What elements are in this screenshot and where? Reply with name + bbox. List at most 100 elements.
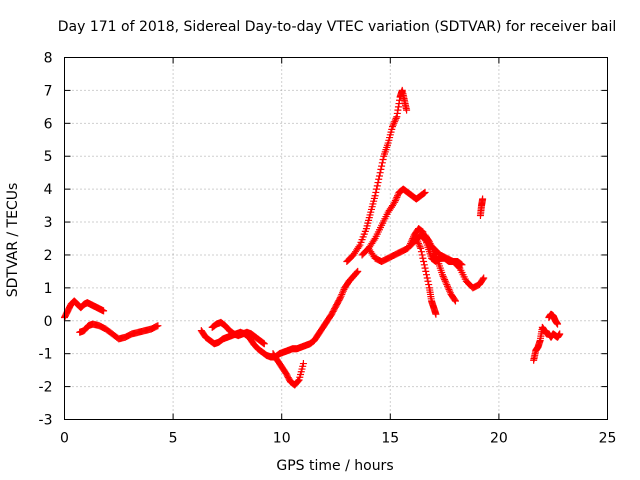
y-tick-label: 4 xyxy=(44,182,53,198)
data-point xyxy=(420,261,428,269)
axis-ticks xyxy=(64,57,608,420)
data-point xyxy=(432,253,440,261)
series-arc-13 xyxy=(530,323,564,364)
data-point xyxy=(445,286,453,294)
data-point xyxy=(376,169,384,177)
data-point xyxy=(391,116,399,124)
data-point xyxy=(480,274,488,282)
data-point xyxy=(428,244,436,252)
data-point xyxy=(425,281,433,289)
x-tick-label: 25 xyxy=(599,431,617,447)
data-point xyxy=(294,378,302,386)
data-point xyxy=(425,238,433,246)
data-point xyxy=(391,198,399,206)
data-point xyxy=(339,287,347,295)
data-point xyxy=(416,243,424,251)
data-point xyxy=(260,340,268,348)
data-point xyxy=(423,271,430,279)
series-arc-14 xyxy=(545,310,562,328)
data-point xyxy=(337,292,345,300)
data-point xyxy=(451,296,459,304)
data-point xyxy=(407,239,415,247)
grid xyxy=(64,57,608,420)
data-point xyxy=(370,236,378,244)
data-point xyxy=(433,254,441,262)
data-point xyxy=(389,121,397,129)
series-arc-6 xyxy=(343,86,411,266)
data-point xyxy=(294,377,302,385)
y-tick-label: 3 xyxy=(44,215,53,231)
data-point xyxy=(336,294,344,302)
data-point xyxy=(100,307,108,315)
y-tick-label: 7 xyxy=(44,83,53,99)
y-tick-label: 1 xyxy=(44,281,53,297)
data-point xyxy=(392,195,400,203)
series-arc-4 xyxy=(208,318,268,348)
data-point xyxy=(388,123,396,131)
data-point xyxy=(407,238,415,246)
data-point xyxy=(377,165,385,173)
series-arc-10 xyxy=(412,235,440,318)
data-point xyxy=(390,119,398,127)
x-tick-label: 10 xyxy=(273,431,291,447)
data-point xyxy=(299,360,307,368)
data-point xyxy=(406,241,414,249)
data-point xyxy=(433,256,441,264)
chart-title: Day 171 of 2018, Sidereal Day-to-day VTE… xyxy=(58,19,616,35)
data-point xyxy=(374,179,382,187)
data-point xyxy=(379,156,387,164)
x-tick-label: 0 xyxy=(60,431,69,447)
data-point xyxy=(424,277,432,285)
data-point xyxy=(417,248,425,256)
data-point xyxy=(428,243,436,251)
series-arc-5 xyxy=(269,350,307,389)
data-point xyxy=(154,322,162,330)
y-tick-label: -2 xyxy=(39,380,53,396)
data-point xyxy=(430,249,438,257)
data-point xyxy=(336,295,344,303)
x-tick-label: 5 xyxy=(169,431,178,447)
x-tick-label: 15 xyxy=(381,431,399,447)
data-points xyxy=(61,86,564,389)
data-point xyxy=(441,276,449,284)
data-point xyxy=(441,277,449,285)
data-point xyxy=(440,274,448,282)
data-point xyxy=(353,268,361,276)
data-point xyxy=(373,182,381,190)
x-axis-label: GPS time / hours xyxy=(276,458,393,474)
data-point xyxy=(479,275,487,283)
data-point xyxy=(432,310,440,318)
data-point xyxy=(415,239,423,247)
data-point xyxy=(418,251,426,259)
plot-frame xyxy=(64,57,608,420)
data-point xyxy=(446,287,454,295)
data-point xyxy=(339,289,347,297)
data-point xyxy=(444,284,452,292)
data-point xyxy=(415,241,423,249)
data-point xyxy=(378,162,386,170)
data-point xyxy=(554,320,562,328)
x-tick-label: 20 xyxy=(490,431,508,447)
y-tick-label: -1 xyxy=(39,347,53,363)
data-point xyxy=(421,188,429,196)
data-point xyxy=(417,244,425,252)
data-point xyxy=(371,192,379,200)
series-arc-7 xyxy=(358,185,429,259)
data-point xyxy=(375,175,383,183)
data-point xyxy=(413,236,421,244)
data-point xyxy=(391,197,399,205)
data-point xyxy=(419,254,427,262)
data-point xyxy=(423,274,431,282)
data-point xyxy=(431,251,439,259)
data-point xyxy=(439,272,447,280)
data-point xyxy=(442,279,450,287)
y-tick-labels: -3 -2 -1 0 1 2 3 4 5 6 7 8 xyxy=(39,51,53,429)
data-point xyxy=(338,290,346,298)
data-point xyxy=(412,235,420,242)
data-point xyxy=(556,330,564,338)
series-arc-11 xyxy=(421,231,459,305)
y-axis-label: SDTVAR / TECUs xyxy=(5,183,21,298)
y-tick-label: 0 xyxy=(44,314,53,330)
data-point xyxy=(451,297,459,305)
data-point xyxy=(391,118,399,126)
